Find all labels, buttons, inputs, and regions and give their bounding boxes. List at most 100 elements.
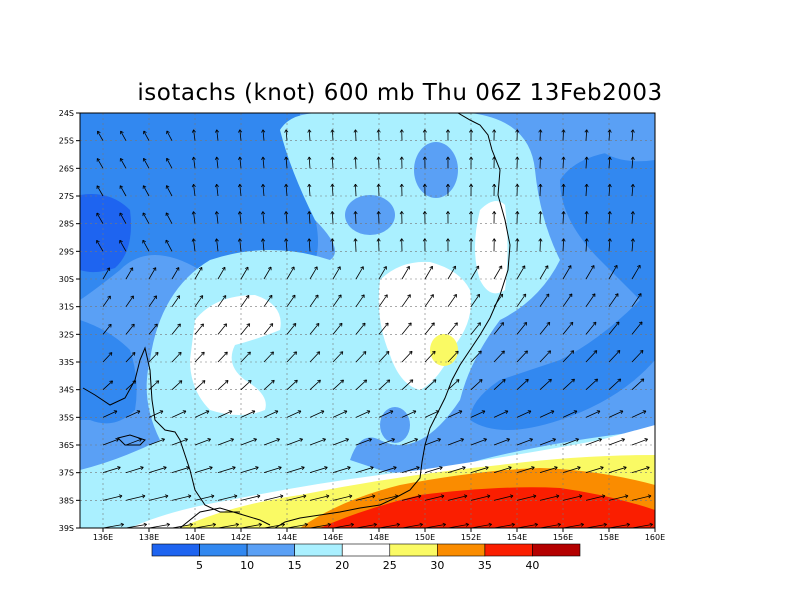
wind-vector-head — [302, 494, 307, 499]
wind-vector — [309, 323, 320, 335]
wind-vector-head — [108, 352, 113, 356]
wind-vector-head — [531, 466, 535, 471]
lat-label: 32S — [59, 330, 74, 339]
wind-vector — [608, 238, 611, 252]
colorbar-label: 20 — [335, 559, 349, 572]
wind-vector — [585, 293, 596, 307]
wind-vector-head — [284, 156, 289, 160]
wind-vector — [401, 351, 413, 363]
wind-vector — [539, 466, 558, 474]
wind-vector — [120, 130, 127, 141]
wind-vector — [424, 322, 435, 335]
wind-vector — [608, 350, 621, 363]
wind-vector-head — [141, 494, 146, 499]
wind-vector-head — [630, 238, 635, 242]
wind-vector — [631, 378, 645, 390]
wind-vector-head — [607, 211, 612, 215]
wind-vector — [262, 238, 265, 252]
wind-vector-head — [554, 466, 558, 471]
wind-vector — [608, 410, 624, 418]
wind-vector-head — [408, 350, 413, 355]
wind-vector — [539, 438, 556, 446]
wind-vector-head — [393, 466, 397, 471]
wind-vector — [401, 438, 418, 446]
wind-vector-head — [454, 322, 458, 326]
wind-vector — [125, 352, 136, 363]
wind-vector — [470, 523, 492, 528]
wind-vector-head — [570, 350, 575, 354]
wind-vector-head — [624, 494, 629, 499]
lon-label: 150E — [415, 533, 435, 542]
wind-vector — [378, 466, 397, 474]
shade-20-25-main — [80, 113, 655, 528]
wind-vector-head — [580, 522, 584, 527]
wind-vector-head — [630, 211, 635, 215]
wind-vector — [309, 266, 318, 280]
wind-vector — [193, 184, 196, 197]
wind-vector — [194, 523, 216, 528]
wind-vector — [585, 378, 598, 390]
wind-vector-head — [538, 129, 543, 133]
shade-10-15-patch-b — [345, 195, 395, 235]
wind-vector-head — [96, 212, 100, 217]
wind-vector-head — [165, 239, 170, 244]
wind-vector-head — [561, 211, 566, 215]
lon-label: 136E — [93, 533, 113, 542]
wind-vector — [309, 351, 321, 363]
wind-vector — [216, 211, 219, 224]
wind-vector — [193, 156, 196, 169]
lat-label: 37S — [59, 469, 74, 478]
wind-vector-head — [307, 238, 312, 242]
shade-10-15-sw — [80, 320, 137, 424]
wind-vector-head — [324, 466, 328, 471]
wind-vector-head — [590, 265, 595, 269]
wind-vector-head — [320, 410, 325, 414]
wind-vector-head — [222, 295, 227, 299]
wind-vector-head — [501, 350, 505, 355]
wind-vector — [562, 350, 574, 363]
wind-vector-head — [469, 211, 474, 215]
wind-vector — [631, 466, 650, 474]
wind-vector-head — [422, 156, 427, 160]
wind-vector-head — [361, 294, 365, 299]
wind-vector — [585, 321, 597, 335]
wind-vector — [631, 410, 647, 418]
wind-vector — [631, 523, 653, 528]
lat-label: 39S — [59, 524, 74, 533]
wind-vector — [285, 238, 288, 252]
wind-vector — [470, 350, 482, 363]
wind-vector — [194, 410, 210, 418]
wind-vector — [331, 211, 334, 224]
wind-vector — [355, 129, 357, 141]
wind-vector-head — [237, 183, 243, 188]
wind-vector-head — [614, 293, 619, 297]
wind-vector-head — [619, 410, 624, 414]
wind-vector — [355, 156, 357, 169]
wind-vector — [447, 466, 466, 474]
wind-vector — [608, 523, 630, 528]
wind-vector-head — [330, 238, 335, 242]
wind-vector — [355, 266, 364, 280]
wind-vector-head — [439, 466, 443, 471]
wind-vector — [608, 495, 629, 501]
wind-vector-head — [107, 295, 111, 300]
wind-vector — [585, 265, 595, 280]
colorbar-label: 15 — [288, 559, 302, 572]
wind-vector-head — [237, 238, 242, 242]
wind-vector-head — [469, 156, 474, 160]
shaded-field — [80, 113, 655, 528]
wind-vector — [378, 266, 387, 280]
wind-vector-head — [214, 211, 219, 215]
wind-vector — [194, 495, 215, 501]
wind-vector — [217, 267, 226, 280]
wind-vector-head — [108, 323, 112, 328]
wind-vector — [539, 350, 551, 363]
wind-vector-head — [224, 380, 229, 384]
wind-vector-head — [274, 410, 279, 414]
wind-vector — [516, 379, 529, 390]
wind-vector — [286, 410, 302, 418]
wind-vector-head — [96, 158, 101, 162]
wind-vector-head — [431, 350, 436, 355]
wind-vector-head — [224, 351, 228, 356]
wind-vector — [148, 466, 167, 474]
